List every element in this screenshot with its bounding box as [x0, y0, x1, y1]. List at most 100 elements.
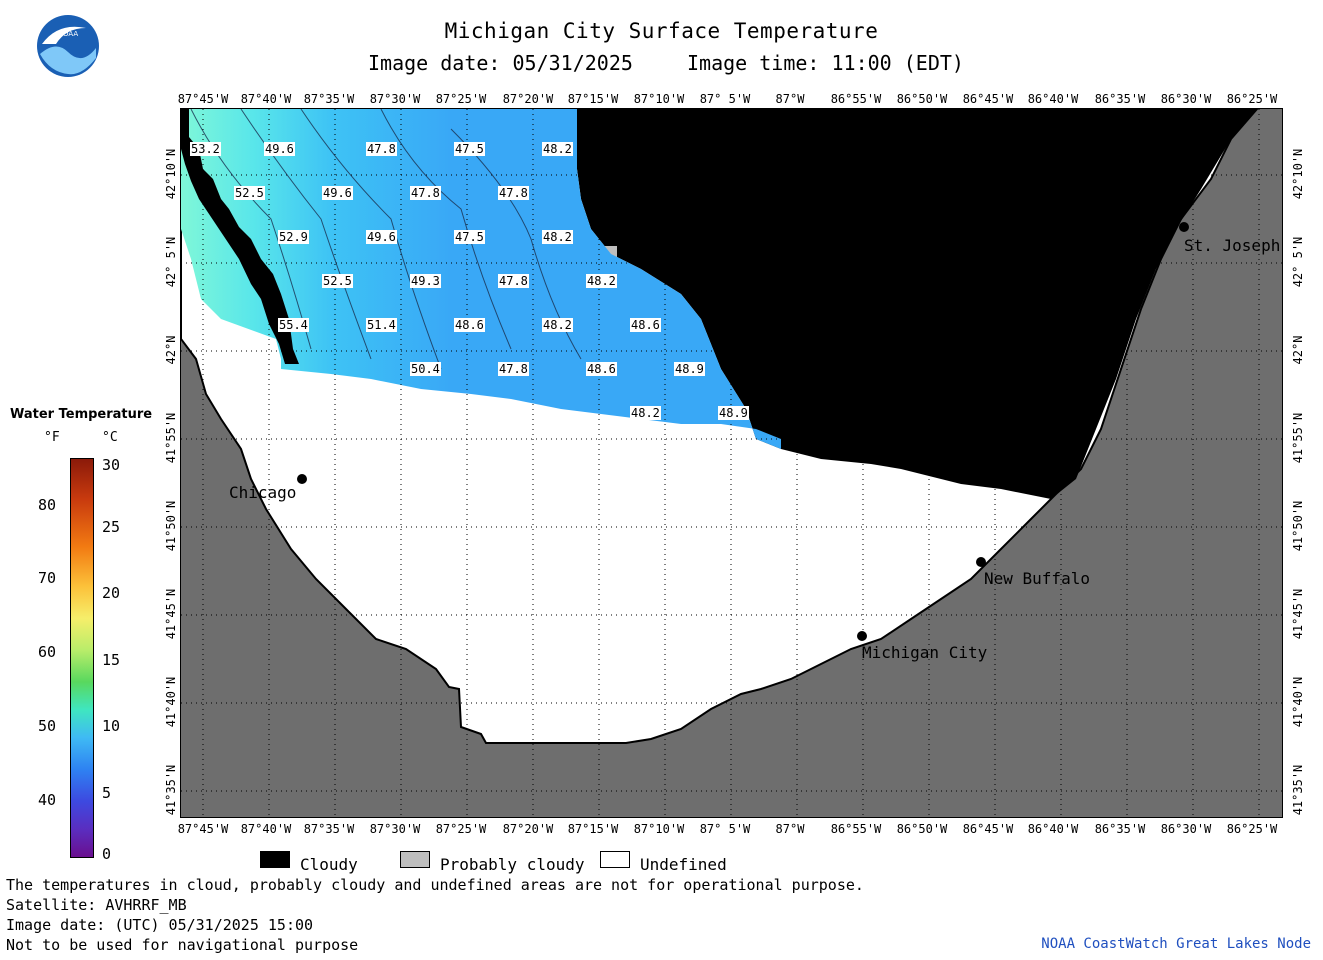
latitude-label: 41°35'N — [1291, 764, 1305, 816]
temperature-value: 47.5 — [454, 230, 485, 244]
temperature-value: 48.2 — [630, 406, 661, 420]
latitude-label: 41°55'N — [164, 412, 178, 464]
temperature-value: 49.3 — [410, 274, 441, 288]
longitude-label: 86°50'W — [896, 92, 948, 106]
noaa-logo: NOAA — [36, 14, 100, 78]
temperature-value: 49.6 — [322, 186, 353, 200]
temperature-value: 48.9 — [718, 406, 749, 420]
legend-cloudy-label: Cloudy — [300, 855, 358, 874]
map-layers — [181, 109, 1282, 817]
longitude-label: 86°40'W — [1027, 92, 1079, 106]
longitude-label: 87°25'W — [435, 822, 487, 836]
temperature-value: 52.5 — [322, 274, 353, 288]
temperature-value: 48.2 — [542, 318, 573, 332]
graticule — [181, 109, 1282, 817]
city-michigan-city: Michigan City — [862, 643, 988, 662]
noaa-logo-icon: NOAA — [37, 15, 99, 77]
longitude-label: 87°30'W — [369, 822, 421, 836]
latitude-label: 41°40'N — [164, 676, 178, 728]
longitude-label: 87°10'W — [633, 822, 685, 836]
colorbar-f-tick: 60 — [38, 643, 57, 661]
footer-satellite: Satellite: AVHRRF_MB — [6, 896, 187, 914]
legend-cloudy-swatch — [260, 851, 290, 868]
longitude-label: 87°40'W — [240, 822, 292, 836]
map-title: Michigan City Surface Temperature — [444, 19, 879, 43]
temperature-value: 48.6 — [586, 362, 617, 376]
footer-credit: NOAA CoastWatch Great Lakes Node — [1041, 936, 1311, 952]
footer-disclaimer: The temperatures in cloud, probably clou… — [6, 876, 864, 894]
new-buffalo-marker — [976, 557, 986, 567]
legend-probably-cloudy-swatch — [400, 851, 430, 868]
temperature-value: 48.2 — [586, 274, 617, 288]
image-time: Image time: 11:00 (EDT) — [687, 51, 964, 75]
temperature-value: 52.9 — [278, 230, 309, 244]
latitude-label: 42°N — [164, 335, 178, 365]
temperature-value: 47.8 — [498, 186, 529, 200]
colorbar-c-tick: 25 — [102, 518, 121, 536]
longitude-label: 87°45'W — [177, 92, 229, 106]
legend-undefined-label: Undefined — [640, 855, 727, 874]
longitude-label: 86°35'W — [1094, 92, 1146, 106]
longitude-label: 87°15'W — [567, 92, 619, 106]
footer-nav-warning: Not to be used for navigational purpose — [6, 936, 359, 954]
temperature-value: 48.2 — [542, 142, 573, 156]
legend-undefined-swatch — [600, 851, 630, 868]
longitude-label: 87°40'W — [240, 92, 292, 106]
longitude-label: 87° 5'W — [699, 92, 751, 106]
longitude-label: 87°10'W — [633, 92, 685, 106]
longitude-label: 87°W — [775, 822, 805, 836]
temperature-value: 48.9 — [674, 362, 705, 376]
latitude-label: 41°50'N — [1291, 500, 1305, 552]
legend-probably-cloudy-label: Probably cloudy — [440, 855, 585, 874]
colorbar-unit-f: °F — [44, 430, 60, 445]
latitude-label: 41°45'N — [1291, 588, 1305, 640]
colorbar-c-tick: 5 — [102, 784, 112, 802]
latitude-label: 42°N — [1291, 335, 1305, 365]
temperature-value: 48.6 — [630, 318, 661, 332]
noaa-logo-text: NOAA — [58, 30, 79, 38]
latitude-label: 41°35'N — [164, 764, 178, 816]
st-joseph-marker — [1179, 222, 1189, 232]
cloudy-area — [577, 109, 1257, 499]
colorbar-f-tick: 70 — [38, 569, 57, 587]
temperature-value: 48.2 — [542, 230, 573, 244]
longitude-label: 87°15'W — [567, 822, 619, 836]
colorbar-c-tick: 20 — [102, 584, 121, 602]
longitude-label: 86°55'W — [830, 92, 882, 106]
temperature-value: 48.6 — [454, 318, 485, 332]
temperature-value: 52.5 — [234, 186, 265, 200]
longitude-label: 87°20'W — [502, 822, 554, 836]
temperature-value: 49.6 — [366, 230, 397, 244]
temperature-value: 55.4 — [278, 318, 309, 332]
footer-utc-date: Image date: (UTC) 05/31/2025 15:00 — [6, 916, 314, 934]
latitude-label: 41°50'N — [164, 500, 178, 552]
longitude-label: 86°45'W — [962, 92, 1014, 106]
colorbar-f-tick: 40 — [38, 791, 57, 809]
image-date: Image date: 05/31/2025 — [368, 51, 633, 75]
longitude-label: 87°20'W — [502, 92, 554, 106]
longitude-label: 87° 5'W — [699, 822, 751, 836]
latitude-label: 42° 5'N — [1291, 236, 1305, 288]
colorbar-c-tick: 30 — [102, 456, 121, 474]
latitude-label: 42° 5'N — [164, 236, 178, 288]
latitude-label: 42°10'N — [164, 148, 178, 200]
longitude-label: 86°55'W — [830, 822, 882, 836]
city-new-buffalo: New Buffalo — [984, 569, 1090, 588]
longitude-label: 87°30'W — [369, 92, 421, 106]
longitude-label: 87°35'W — [303, 92, 355, 106]
latitude-label: 42°10'N — [1291, 148, 1305, 200]
temperature-value: 50.4 — [410, 362, 441, 376]
longitude-label: 86°30'W — [1160, 92, 1212, 106]
longitude-label: 86°45'W — [962, 822, 1014, 836]
colorbar-f-tick: 50 — [38, 717, 57, 735]
city-st-joseph: St. Joseph — [1184, 236, 1281, 255]
temperature-value: 47.5 — [454, 142, 485, 156]
city-chicago: Chicago — [229, 483, 297, 502]
michigan-city-marker — [857, 631, 867, 641]
colorbar-c-tick: 10 — [102, 717, 121, 735]
longitude-label: 87°W — [775, 92, 805, 106]
latitude-label: 41°45'N — [164, 588, 178, 640]
longitude-label: 86°25'W — [1226, 822, 1278, 836]
colorbar-f-tick: 80 — [38, 496, 57, 514]
longitude-label: 86°50'W — [896, 822, 948, 836]
